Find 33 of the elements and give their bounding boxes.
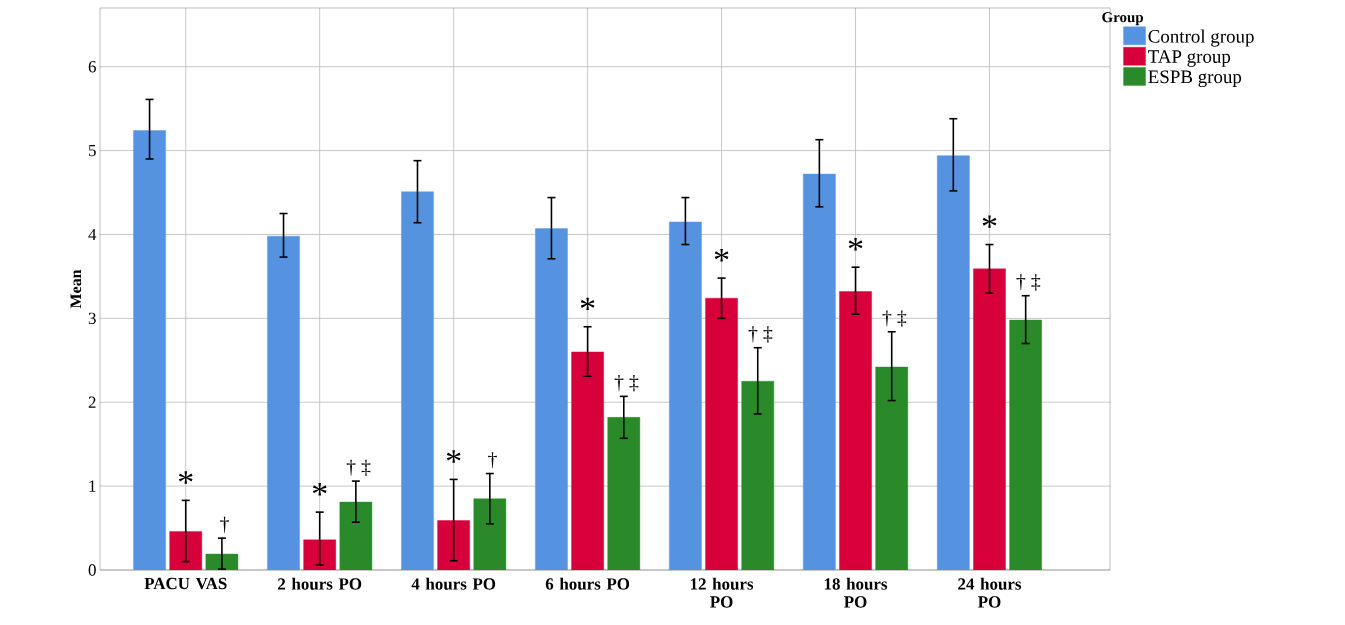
annotation: *	[714, 248, 729, 262]
y-tick-label: 1	[89, 480, 96, 492]
y-tick-label: 6	[88, 61, 96, 73]
x-tick-label: 18 hours PO	[824, 577, 888, 608]
y-axis-title: Mean	[70, 269, 82, 309]
y-tick-label: 0	[88, 564, 96, 576]
annotation: † ‡	[882, 310, 907, 327]
legend-title: Group	[1102, 12, 1144, 26]
annotation: *	[982, 215, 997, 228]
annotation: † ‡	[748, 326, 773, 343]
annotation: *	[312, 483, 327, 496]
x-tick-label: 6 hours PO	[545, 577, 630, 590]
legend-label: TAP group	[1148, 50, 1231, 67]
x-tick-label: 12 hours PO	[690, 577, 754, 608]
x-tick-label: 24 hours PO	[958, 577, 1022, 608]
y-tick-label: 5	[89, 144, 96, 157]
annotation: *	[580, 297, 595, 311]
annotation: †	[488, 452, 497, 469]
legend-label: Control group	[1148, 29, 1254, 47]
x-tick-label: 4 hours PO	[411, 577, 496, 590]
annotation: † ‡	[614, 374, 639, 392]
annotation: † ‡	[1016, 274, 1041, 291]
annotation: *	[848, 238, 863, 251]
y-tick-label: 4	[88, 228, 97, 241]
x-tick-label: 2 hours PO	[278, 577, 362, 590]
annotation: †	[220, 516, 229, 533]
y-tick-label: 3	[88, 312, 96, 325]
annotation: *	[446, 450, 461, 463]
y-tick-label: 2	[88, 396, 96, 408]
annotation: † ‡	[346, 459, 371, 476]
legend-label: ESPB group	[1148, 70, 1242, 88]
annotation: *	[178, 471, 193, 484]
x-tick-label: PACU VAS	[144, 577, 227, 590]
